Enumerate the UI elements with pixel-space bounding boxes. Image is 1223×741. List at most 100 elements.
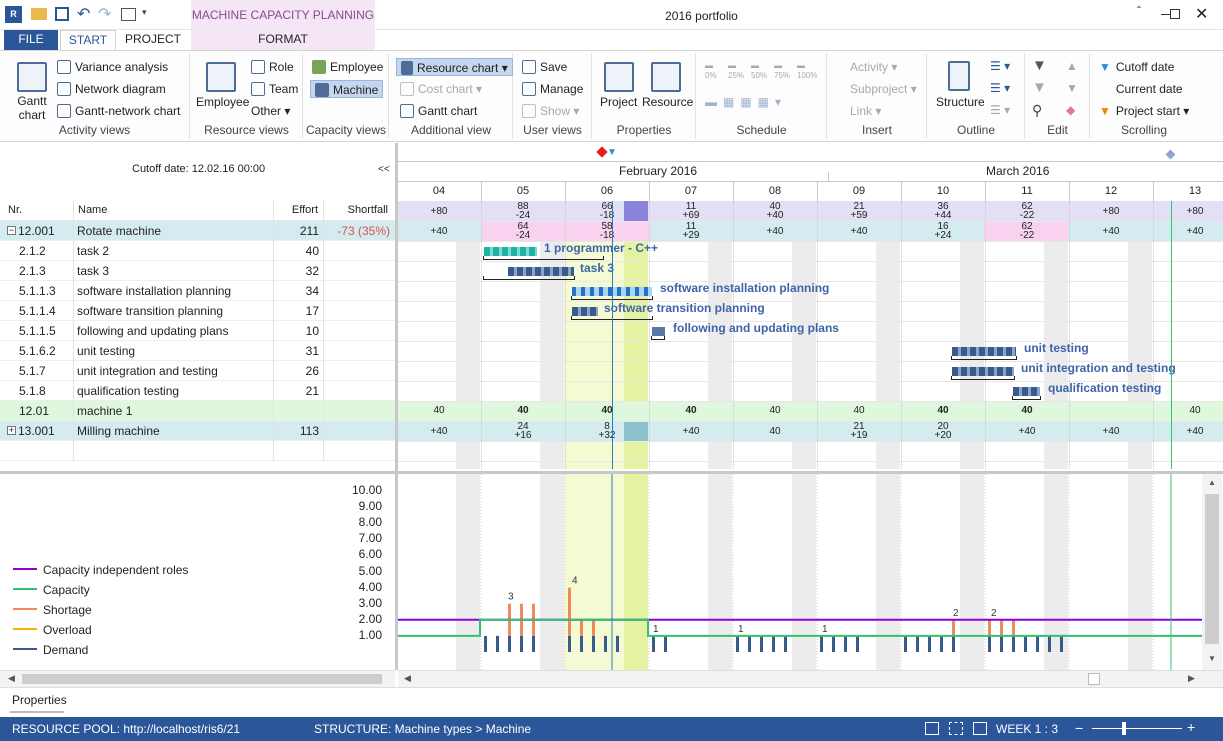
bar-unit-integration[interactable] [952, 367, 1014, 376]
redo-icon[interactable]: ↷ [98, 6, 112, 23]
find-icon[interactable]: ⚲ [1032, 102, 1043, 118]
other-button[interactable]: Other ▾ [251, 104, 291, 118]
scroll-thumb[interactable] [1205, 494, 1219, 644]
layout-icon[interactable] [925, 722, 939, 735]
table-row[interactable]: 5.1.8 qualification testing 21 [0, 381, 395, 401]
col-nr-header[interactable]: Nr. [8, 204, 23, 216]
bar-task-2[interactable] [484, 247, 537, 256]
outline-outdent-icon[interactable]: ☰ ▾ [990, 81, 1011, 95]
bar-software-transition[interactable] [572, 307, 598, 316]
properties-pane[interactable]: Properties [0, 687, 1223, 717]
move-up-icon[interactable]: ▲ [1066, 59, 1078, 73]
grid-icon[interactable] [949, 722, 963, 735]
horizontal-splitter[interactable] [0, 471, 1223, 474]
insert-activity-button[interactable]: Activity ▾ [836, 58, 897, 76]
save-icon[interactable] [55, 7, 69, 21]
bar-qualification-testing[interactable] [1013, 387, 1040, 396]
tab-project[interactable]: PROJECT [124, 32, 181, 46]
move-down-icon[interactable]: ▼ [1066, 81, 1078, 95]
expand-toggle-icon[interactable]: + [7, 425, 16, 435]
zoom-slider-thumb[interactable] [1122, 722, 1126, 735]
zoom-in-button[interactable]: + [1187, 719, 1196, 735]
zoom-slider-track[interactable] [1092, 728, 1182, 729]
progress-0-button[interactable]: ▬ 0% [705, 61, 717, 80]
table-row[interactable]: 5.1.1.3 software installation planning 34 [0, 281, 395, 301]
eraser-icon[interactable]: ◆ [1066, 103, 1076, 117]
team-button[interactable]: Team [251, 80, 298, 98]
left-scroll-left-icon[interactable]: ◀ [8, 673, 15, 683]
capacity-machine-button[interactable]: Machine [310, 80, 384, 98]
bar-task-3[interactable] [508, 267, 574, 276]
cutoff-date-button[interactable]: ▼ Cutoff date [1099, 58, 1174, 76]
right-scroll-left-icon[interactable]: ◀ [404, 673, 411, 683]
right-scroll-right-icon[interactable]: ▶ [1188, 673, 1195, 683]
capacity-employee-button[interactable]: Employee [312, 58, 383, 76]
scroll-up-icon[interactable]: ▲ [1208, 478, 1216, 487]
save-view-button[interactable]: Save [522, 58, 567, 76]
project-properties-button[interactable]: Project [600, 93, 637, 111]
table-row[interactable]: 5.1.1.4 software transition planning 17 [0, 301, 395, 321]
left-scroll-thumb[interactable] [22, 674, 382, 684]
maximize-icon[interactable] [1170, 9, 1180, 19]
resource-properties-button[interactable]: Resource [642, 93, 693, 111]
table-row[interactable]: 2.1.3 task 3 32 [0, 261, 395, 281]
table-row[interactable]: 5.1.1.5 following and updating plans 10 [0, 321, 395, 341]
filter-icon[interactable]: ▼ [1032, 57, 1047, 74]
schedule-tools[interactable]: ▬▦▦▦▾ [705, 95, 788, 109]
close-icon[interactable]: ✕ [1195, 6, 1209, 23]
progress-25-button[interactable]: ▬ 25% [728, 61, 745, 80]
project-start-button[interactable]: ▼ Project start ▾ [1099, 104, 1190, 118]
gantt-chart-additional-button[interactable]: Gantt chart [400, 102, 477, 120]
role-button[interactable]: Role [251, 58, 294, 76]
col-shortfall-header[interactable]: Shortfall [347, 204, 388, 216]
gantt-chart-button[interactable]: Gantt chart [8, 94, 56, 122]
vertical-splitter[interactable] [395, 143, 398, 670]
tab-format[interactable]: FORMAT [191, 30, 375, 50]
show-view-button[interactable]: Show ▾ [522, 102, 579, 120]
insert-link-button[interactable]: Link ▾ [836, 102, 881, 120]
calendar-icon[interactable] [973, 722, 987, 735]
tab-file[interactable]: FILE [4, 30, 58, 50]
undo-icon[interactable]: ↶ [77, 6, 91, 23]
manage-views-button[interactable]: Manage [522, 80, 583, 98]
minimize-icon[interactable] [1161, 14, 1171, 15]
right-scroll-thumb[interactable] [1088, 673, 1100, 685]
col-name-header[interactable]: Name [78, 204, 108, 216]
table-row[interactable]: 2.1.2 task 2 40 [0, 241, 395, 261]
bar-following-plans[interactable] [652, 327, 665, 336]
outline-move-icon[interactable]: ☰ ▾ [990, 103, 1011, 117]
table-row[interactable]: 5.1.6.2 unit testing 31 [0, 341, 395, 361]
right-horizontal-scrollbar[interactable]: ◀ ▶ [398, 670, 1223, 687]
zoom-out-button[interactable]: − [1075, 720, 1084, 736]
window-icon[interactable] [121, 8, 136, 21]
table-row[interactable]: −12.001 Rotate machine 211 -73 (35%) [0, 221, 395, 241]
collapse-panel-button[interactable]: << [378, 164, 390, 175]
progress-50-button[interactable]: ▬ 50% [751, 61, 768, 80]
help-icon[interactable]: ˆ [1137, 4, 1141, 18]
employee-view-button[interactable]: Employee [196, 93, 249, 111]
bar-unit-testing[interactable] [952, 347, 1016, 356]
col-effort-header[interactable]: Effort [291, 204, 318, 216]
variance-analysis-button[interactable]: Variance analysis [57, 58, 168, 76]
left-horizontal-scrollbar[interactable]: ◀ [0, 670, 395, 687]
outline-indent-icon[interactable]: ☰ ▾ [990, 59, 1011, 73]
structure-button[interactable]: Structure [936, 93, 985, 111]
table-row[interactable]: 5.1.7 unit integration and testing 26 [0, 361, 395, 381]
chart-vertical-scrollbar[interactable]: ▲ ▼ [1202, 474, 1222, 670]
clear-filter-icon[interactable]: ▼ [1032, 79, 1047, 96]
progress-100-button[interactable]: ▬ 100% [797, 61, 818, 80]
progress-75-button[interactable]: ▬ 75% [774, 61, 791, 80]
table-row[interactable]: +13.001 Milling machine 113 [0, 421, 395, 441]
resource-chart-button[interactable]: Resource chart ▾ [396, 58, 513, 76]
gantt-network-button[interactable]: Gantt-network chart [57, 102, 180, 120]
scroll-down-icon[interactable]: ▼ [1208, 654, 1216, 663]
cost-chart-button[interactable]: Cost chart ▾ [400, 80, 482, 98]
current-date-button[interactable]: ▼ Current date [1099, 80, 1183, 98]
open-icon[interactable] [31, 8, 47, 20]
tab-start[interactable]: START [60, 30, 116, 51]
insert-subproject-button[interactable]: Subproject ▾ [836, 80, 917, 98]
expand-toggle-icon[interactable]: − [7, 225, 16, 235]
network-diagram-button[interactable]: Network diagram [57, 80, 166, 98]
quick-access-dropdown-icon[interactable]: ▾ [142, 7, 147, 17]
properties-tab[interactable]: Properties [12, 693, 67, 707]
